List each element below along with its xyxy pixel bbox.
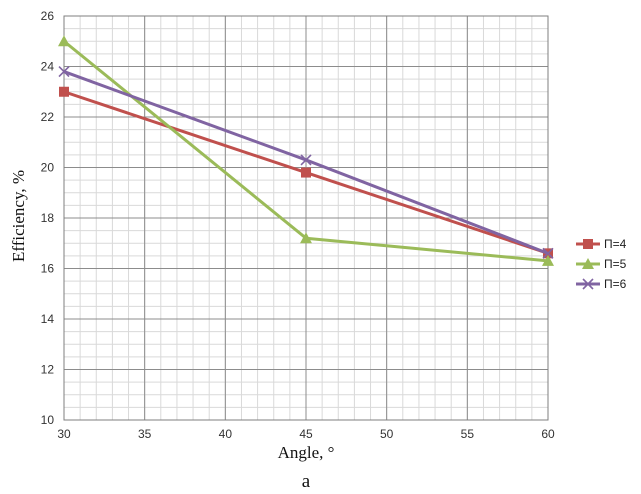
x-tick-label: 30 — [57, 427, 71, 441]
legend: Π=4 Π=5 Π=6 — [576, 237, 627, 291]
y-tick-label: 24 — [41, 60, 55, 74]
series-triangle — [58, 35, 554, 266]
x-axis-ticks: 30 35 40 45 50 55 60 — [57, 427, 555, 441]
x-tick-label: 35 — [138, 427, 152, 441]
data-point — [59, 86, 69, 97]
x-axis-title: Angle, ° — [278, 443, 335, 462]
major-grid — [63, 15, 549, 421]
legend-item: Π=4 — [576, 237, 627, 251]
data-point — [300, 232, 312, 244]
y-tick-label: 18 — [41, 211, 55, 225]
plot-frame — [63, 15, 549, 421]
legend-label: Π=4 — [604, 237, 627, 251]
data-point — [583, 239, 593, 249]
x-tick-label: 55 — [461, 427, 475, 441]
y-tick-label: 10 — [41, 413, 55, 427]
y-tick-label: 22 — [41, 110, 55, 124]
data-point — [542, 254, 554, 266]
data-point — [582, 278, 594, 290]
data-point — [58, 65, 70, 78]
data-point — [542, 247, 554, 259]
y-axis-title: Efficiency, % — [9, 170, 28, 262]
data-point — [582, 258, 594, 269]
data-point — [300, 154, 312, 166]
legend-item: Π=5 — [576, 257, 627, 271]
data-point — [301, 167, 311, 178]
y-tick-label: 16 — [41, 262, 55, 276]
y-tick-label: 14 — [41, 312, 55, 326]
figure-caption: a — [302, 471, 311, 492]
x-tick-label: 60 — [541, 427, 555, 441]
series-cross — [58, 65, 554, 259]
y-tick-label: 20 — [41, 161, 55, 175]
series-layer — [58, 35, 554, 266]
x-tick-label: 45 — [299, 427, 313, 441]
legend-label: Π=6 — [604, 277, 627, 291]
legend-label: Π=5 — [604, 257, 627, 271]
data-point — [58, 35, 70, 47]
y-tick-label: 26 — [41, 9, 55, 23]
x-tick-label: 50 — [380, 427, 394, 441]
x-tick-label: 40 — [219, 427, 233, 441]
legend-item: Π=6 — [576, 277, 627, 291]
y-tick-label: 12 — [41, 363, 55, 377]
y-axis-ticks: 10 12 14 16 18 20 22 24 26 — [41, 9, 55, 427]
